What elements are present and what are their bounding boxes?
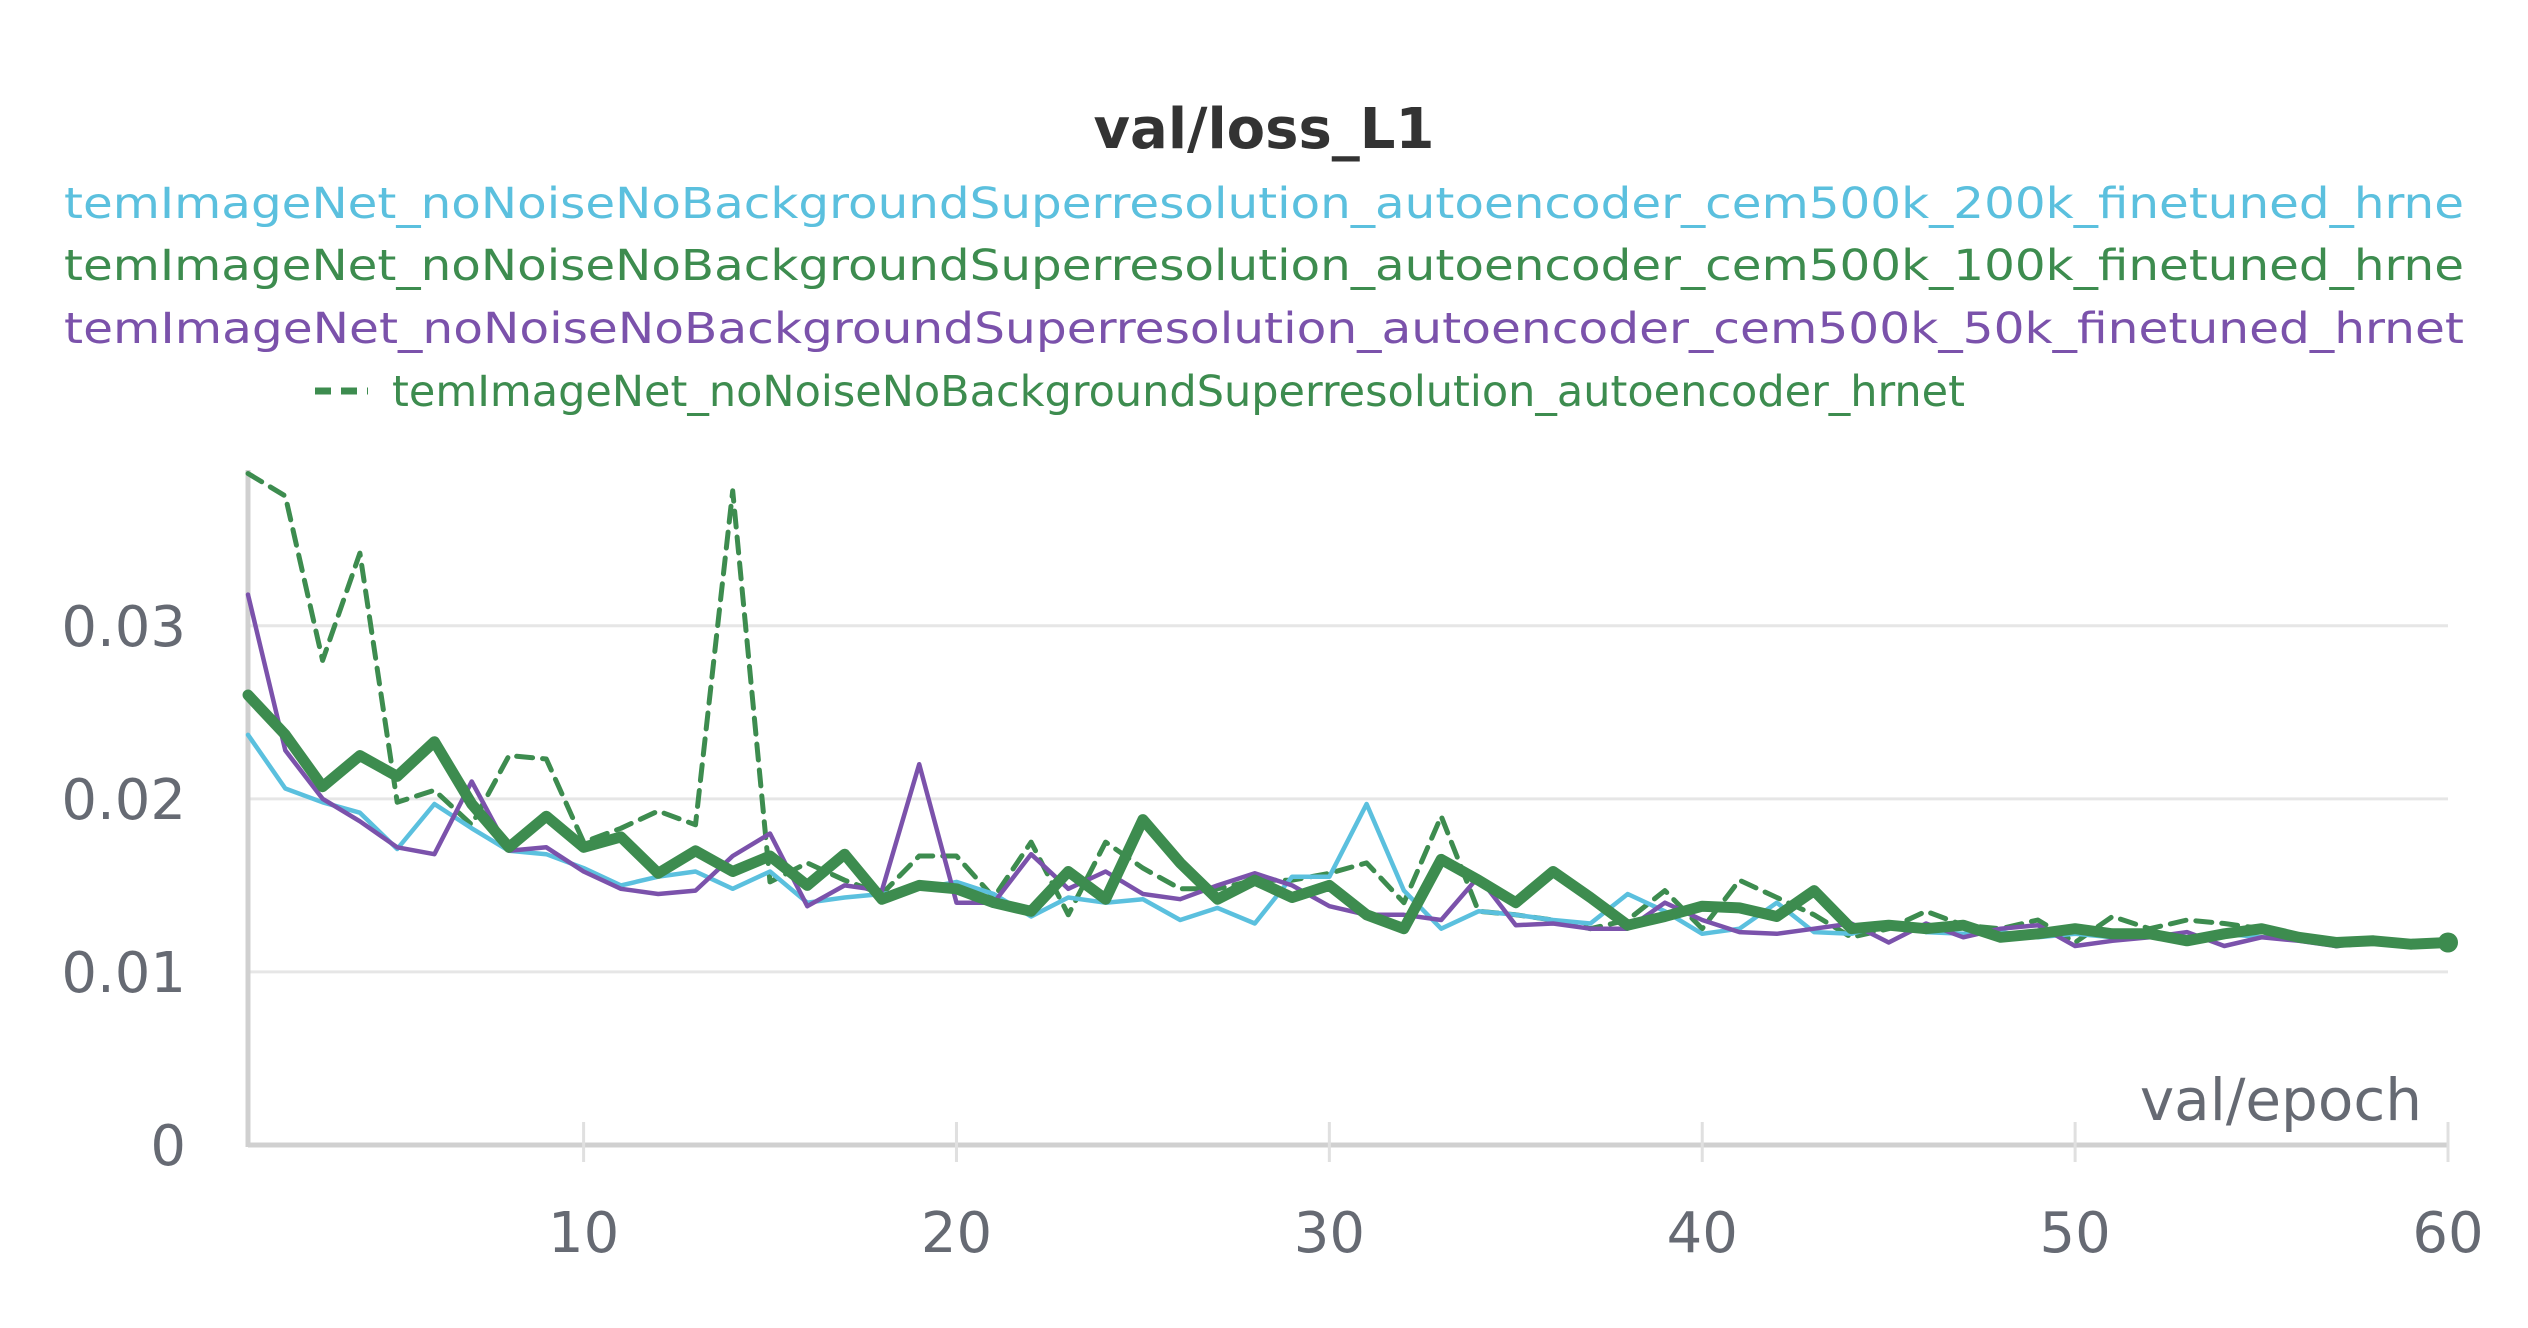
y-tick-label: 0.01 bbox=[61, 941, 186, 1006]
y-tick-label: 0.03 bbox=[61, 595, 186, 660]
legend-label: temImageNet_noNoiseNoBackgroundSuperreso… bbox=[392, 367, 1965, 417]
x-axis-ticks: 10 20 30 40 50 60 bbox=[548, 1122, 2484, 1266]
x-tick-label: 20 bbox=[921, 1201, 992, 1266]
series-lines bbox=[242, 471, 2458, 953]
series-line bbox=[242, 689, 2454, 950]
legend-label: temImageNet_noNoiseNoBackgroundSuperreso… bbox=[64, 241, 2464, 291]
legend-entry: temImageNet_noNoiseNoBackgroundSuperreso… bbox=[64, 304, 2464, 354]
gridlines bbox=[248, 624, 2448, 974]
legend: temImageNet_noNoiseNoBackgroundSuperreso… bbox=[64, 179, 2464, 417]
series-end-point bbox=[2438, 932, 2458, 953]
series-line bbox=[245, 592, 2451, 949]
legend-label: temImageNet_noNoiseNoBackgroundSuperreso… bbox=[64, 179, 2464, 229]
y-tick-label: 0 bbox=[150, 1114, 186, 1179]
legend-entry: temImageNet_noNoiseNoBackgroundSuperreso… bbox=[315, 367, 1965, 417]
legend-entry: temImageNet_noNoiseNoBackgroundSuperreso… bbox=[64, 179, 2464, 229]
x-tick-label: 40 bbox=[1667, 1201, 1738, 1266]
legend-entry: temImageNet_noNoiseNoBackgroundSuperreso… bbox=[64, 241, 2464, 291]
x-axis-label: val/epoch bbox=[2140, 1066, 2422, 1134]
legend-label: temImageNet_noNoiseNoBackgroundSuperreso… bbox=[64, 304, 2464, 354]
chart-title: val/loss_L1 bbox=[1094, 97, 1435, 162]
x-tick-label: 30 bbox=[1294, 1201, 1365, 1266]
y-axis-ticks: 0 0.01 0.02 0.03 bbox=[61, 595, 186, 1179]
series-line bbox=[245, 471, 2451, 949]
axes bbox=[245, 470, 2448, 1148]
x-tick-label: 10 bbox=[548, 1201, 619, 1266]
x-tick-label: 50 bbox=[2039, 1201, 2110, 1266]
y-tick-label: 0.02 bbox=[61, 768, 186, 833]
x-tick-label: 60 bbox=[2412, 1201, 2483, 1266]
